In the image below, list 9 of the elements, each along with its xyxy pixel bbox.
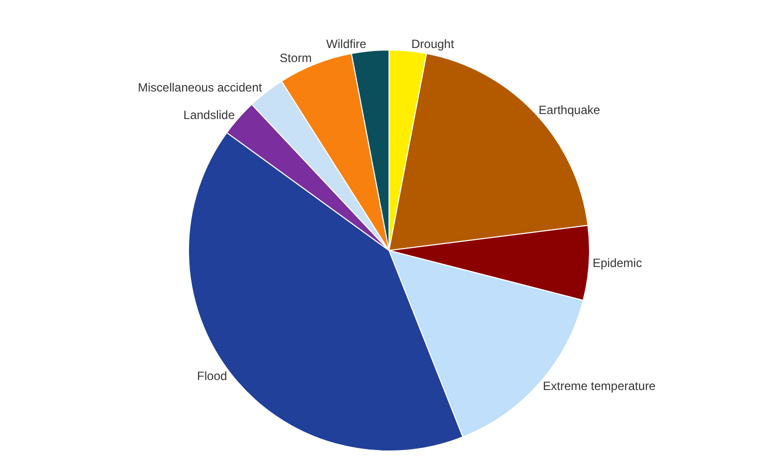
slice-label: Drought bbox=[411, 36, 455, 51]
slice-label: Earthquake bbox=[538, 102, 600, 117]
slice-label: Extreme temperature bbox=[542, 379, 656, 394]
slice-label: Flood bbox=[197, 369, 228, 384]
slice-label: Storm bbox=[280, 51, 312, 66]
slice-label: Landslide bbox=[183, 108, 236, 122]
slice-label: Epidemic bbox=[592, 256, 642, 270]
slice-label: Miscellaneous accident bbox=[138, 80, 263, 95]
slice-label: Wildfire bbox=[326, 36, 367, 51]
